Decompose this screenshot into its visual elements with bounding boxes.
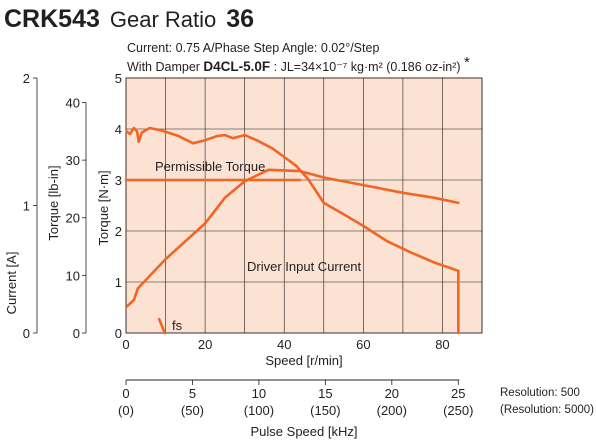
driver-input-current-line xyxy=(125,168,460,308)
y-tick-nm: 4 xyxy=(115,122,122,137)
y-axis-label-nm: Torque [N·m] xyxy=(96,170,111,245)
pulse-tick: 10 xyxy=(252,386,266,401)
resolution-alt-label: (Resolution: 5000) xyxy=(500,404,594,416)
pulse-tick-alt: (0) xyxy=(118,403,134,418)
inertia-text: : JL=34×10⁻⁷ kg·m² (0.186 oz-in²) xyxy=(274,60,461,74)
chart-header: CRK543 Gear Ratio 36 Current: 0.75 A/Pha… xyxy=(4,5,470,74)
plot-frame xyxy=(125,77,483,334)
x-axis-label-speed: Speed [r/min] xyxy=(265,353,342,368)
axis-labels: Torque [N·m] Torque [lb-in] Current [A] … xyxy=(4,165,343,368)
data-series xyxy=(124,126,460,335)
damper-prefix: With Damper xyxy=(127,60,203,74)
pulse-tick: 5 xyxy=(189,386,196,401)
label-fs: fs xyxy=(172,318,183,333)
gear-ratio-value: 36 xyxy=(226,5,254,33)
y-tick-lbin: 30 xyxy=(66,153,80,168)
x-tick-speed: 80 xyxy=(435,337,449,352)
asterisk-note: * xyxy=(464,54,470,71)
resolution-label: Resolution: 500 xyxy=(500,387,580,399)
y-tick-nm: 5 xyxy=(115,71,122,86)
pulse-speed-axis: Resolution: 500 (Resolution: 5000) Pulse… xyxy=(251,387,595,439)
pulse-tick: 0 xyxy=(122,386,129,401)
x-tick-speed: 60 xyxy=(356,337,370,352)
spec-line-damper: With Damper D4CL-5.0F : JL=34×10⁻⁷ kg·m²… xyxy=(127,54,470,74)
spec-line-current: Current: 0.75 A/Phase Step Angle: 0.02°/… xyxy=(127,41,379,55)
x-tick-speed: 40 xyxy=(277,337,291,352)
y-axis-label-current: Current [A] xyxy=(4,252,19,315)
pulse-tick: 15 xyxy=(318,386,332,401)
y-tick-lbin: 20 xyxy=(66,211,80,226)
pullout-torque-line xyxy=(125,126,460,273)
y-tick-nm: 3 xyxy=(115,173,122,188)
x-axis-label-pulse: Pulse Speed [kHz] xyxy=(251,424,358,439)
label-driver-input-current: Driver Input Current xyxy=(247,259,362,274)
pulse-tick: 25 xyxy=(451,386,465,401)
x-tick-speed: 0 xyxy=(122,337,129,352)
y-tick-lbin: 0 xyxy=(73,326,80,341)
pulse-tick-alt: (200) xyxy=(377,403,407,418)
y-tick-nm: 2 xyxy=(115,224,122,239)
y-tick-lbin: 10 xyxy=(66,268,80,283)
plot-area xyxy=(126,78,482,333)
chart-title: CRK543 Gear Ratio 36 xyxy=(4,5,254,33)
gear-ratio-label: Gear Ratio xyxy=(110,7,216,32)
pulse-tick-alt: (150) xyxy=(310,403,340,418)
label-permissible-torque: Permissible Torque xyxy=(155,159,265,174)
y-tick-nm: 0 xyxy=(115,326,122,341)
x-tick-speed: 20 xyxy=(198,337,212,352)
y-tick-current: 0 xyxy=(23,326,30,341)
chart-annotations: Permissible Torque Driver Input Current … xyxy=(155,159,362,333)
pulse-tick-alt: (250) xyxy=(443,403,473,418)
pulse-tick-alt: (100) xyxy=(244,403,274,418)
damper-model: D4CL-5.0F xyxy=(203,59,270,74)
y-axis-label-lbin: Torque [lb-in] xyxy=(46,165,61,240)
y-tick-nm: 1 xyxy=(115,275,122,290)
y-tick-current: 2 xyxy=(23,71,30,86)
y-tick-lbin: 40 xyxy=(66,95,80,110)
pulse-tick: 20 xyxy=(385,386,399,401)
pulse-tick-alt: (50) xyxy=(181,403,204,418)
fs-line xyxy=(157,317,167,335)
model-name: CRK543 xyxy=(4,5,100,33)
y-tick-current: 1 xyxy=(23,199,30,214)
